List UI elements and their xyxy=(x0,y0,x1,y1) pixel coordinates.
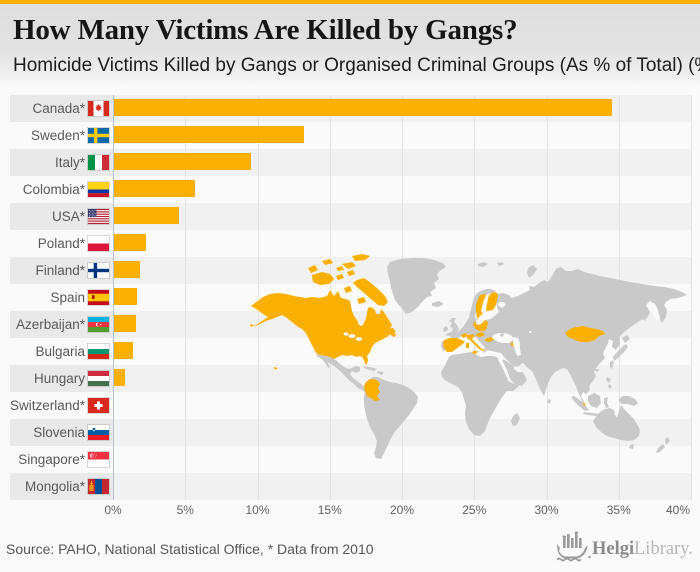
svg-text:Library.: Library. xyxy=(634,539,692,559)
svg-text:Helgi: Helgi xyxy=(592,539,634,559)
